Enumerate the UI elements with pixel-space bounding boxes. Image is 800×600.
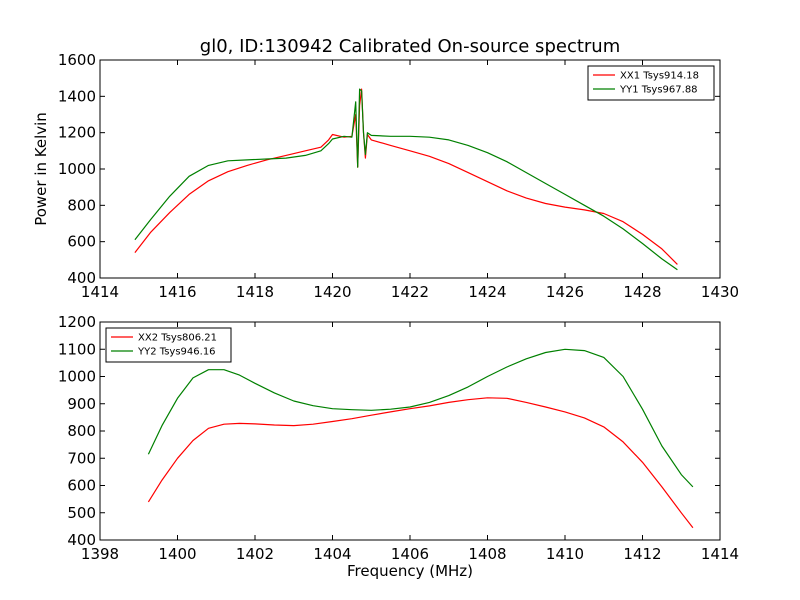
bottom-x-tick-label: 1410 <box>546 545 584 563</box>
bottom-y-tick-label: 400 <box>67 531 96 549</box>
top-y-tick-label: 1200 <box>58 124 96 142</box>
top-x-tick-label: 1414 <box>81 283 119 301</box>
top-plot: 1414 1416 1418 1420 1422 1424 1426 1428 1430 400 6… <box>58 51 739 301</box>
bottom-x-axis-label: Frequency (MHz) <box>347 562 473 580</box>
top-x-tick-label: 1416 <box>158 283 196 301</box>
top-y-tick-label: 1600 <box>58 51 96 69</box>
top-y-tick-label: 1000 <box>58 160 96 178</box>
top-legend-box <box>587 65 715 101</box>
top-y-tick-label: 800 <box>67 196 96 214</box>
bottom-y-tick-label: 700 <box>67 449 96 467</box>
top-x-tick-label: 1420 <box>313 283 351 301</box>
chart-title: gl0, ID:130942 Calibrated On-source spec… <box>200 36 620 57</box>
top-legend-label-2: YY1 Tsys967.88 <box>619 85 698 96</box>
bottom-y-tick-label: 1000 <box>58 368 96 386</box>
bottom-x-tick-label: 1406 <box>391 545 429 563</box>
bottom-y-tick-label: 600 <box>67 477 96 495</box>
bottom-y-tick-label: 500 <box>67 504 96 522</box>
bottom-x-tick-label: 1412 <box>623 545 661 563</box>
top-x-tick-label: 1422 <box>391 283 429 301</box>
bottom-y-tick-label: 900 <box>67 395 96 413</box>
top-legend-label-1: XX1 Tsys914.18 <box>620 71 699 82</box>
top-x-tick-label: 1426 <box>546 283 584 301</box>
bottom-y-tick-label: 1200 <box>58 313 96 331</box>
bottom-x-tick-label: 1414 <box>701 545 739 563</box>
bottom-x-tick-label: 1408 <box>468 545 506 563</box>
bottom-legend-label-2: YY2 Tsys946.16 <box>137 347 216 358</box>
bottom-x-tick-label: 1398 <box>81 545 119 563</box>
top-x-tick-label: 1428 <box>623 283 661 301</box>
bottom-y-tick-label: 1100 <box>58 340 96 358</box>
top-x-tick-label: 1430 <box>701 283 739 301</box>
bottom-x-tick-label: 1404 <box>313 545 351 563</box>
bottom-legend-label-1: XX2 Tsys806.21 <box>138 333 217 344</box>
bottom-y-tick-label: 800 <box>67 422 96 440</box>
bottom-series-line-2 <box>147 348 694 488</box>
bottom-plot: 1398 1400 1402 1404 1406 1408 1410 1412 1414 400 5… <box>58 313 739 563</box>
top-y-axis-label: Power in Kelvin <box>32 112 50 226</box>
bottom-x-tick-label: 1402 <box>236 545 274 563</box>
bottom-series-line-1 <box>147 397 694 529</box>
bottom-x-tick-label: 1400 <box>158 545 196 563</box>
top-y-tick-label: 600 <box>67 233 96 251</box>
top-x-tick-label: 1418 <box>236 283 274 301</box>
top-y-tick-label: 1400 <box>58 87 96 105</box>
top-y-tick-label: 400 <box>67 269 96 287</box>
bottom-legend-box <box>105 327 232 363</box>
top-series-line-2 <box>134 88 678 271</box>
top-x-tick-label: 1424 <box>468 283 506 301</box>
